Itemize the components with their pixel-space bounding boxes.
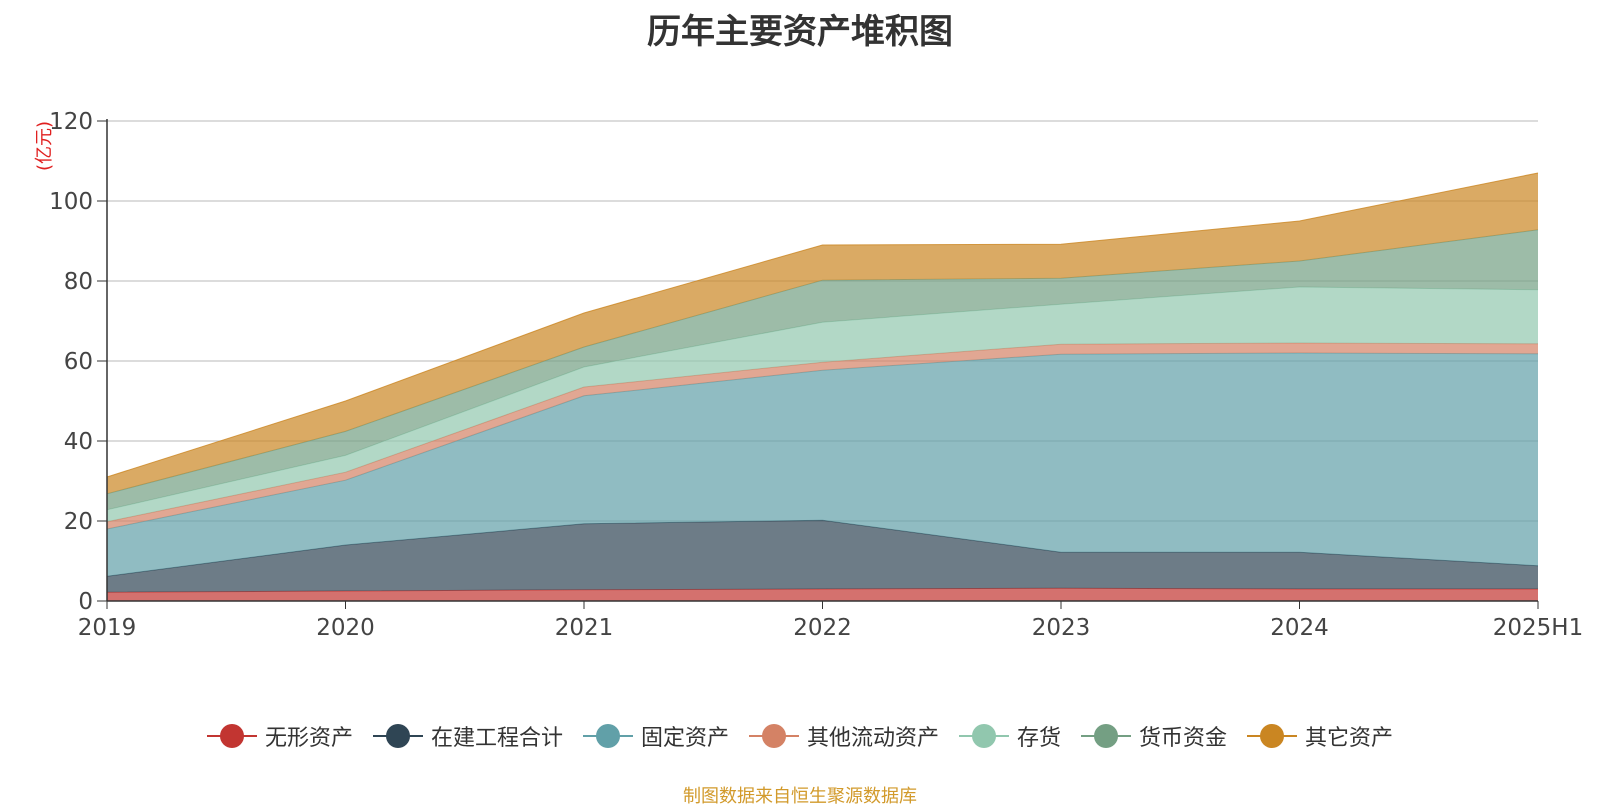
- y-tick-label: 40: [64, 429, 93, 455]
- legend-item[interactable]: 货币资金: [1081, 720, 1227, 752]
- legend-item[interactable]: 无形资产: [206, 720, 353, 752]
- legend-item[interactable]: 其他流动资产: [748, 720, 939, 752]
- y-axis-label: (亿元): [34, 121, 55, 171]
- legend-swatch: [582, 723, 633, 749]
- y-tick-label: 20: [64, 509, 93, 535]
- legend-swatch-dot: [1260, 724, 1285, 748]
- legend-swatch-dot: [761, 724, 786, 748]
- legend-swatch: [1081, 723, 1132, 749]
- area-在建工程合计: [107, 520, 1538, 593]
- area-其它资产: [107, 173, 1538, 494]
- line-其它资产: [106, 172, 1539, 478]
- legend-swatch: [206, 723, 257, 749]
- x-tick-label: 2023: [1032, 615, 1091, 641]
- x-tick-label: 2021: [555, 615, 614, 641]
- area-货币资金: [107, 229, 1538, 510]
- legend-item[interactable]: 存货: [959, 720, 1061, 752]
- y-tick-label: 80: [64, 269, 93, 295]
- x-tick-label: 2025H1: [1493, 615, 1583, 641]
- area-存货: [107, 287, 1538, 522]
- legend-item[interactable]: 固定资产: [582, 720, 729, 752]
- legend-swatch-dot: [595, 724, 620, 748]
- y-tick-label: 60: [64, 349, 93, 375]
- source-note: 制图数据来自恒生聚源数据库: [683, 786, 917, 807]
- area-固定资产: [107, 353, 1538, 577]
- y-tick-label: 0: [78, 589, 93, 615]
- legend-label: 无形资产: [264, 726, 353, 751]
- y-tick-label: 100: [49, 189, 93, 215]
- legend-label: 其他流动资产: [806, 726, 939, 751]
- x-tick-label: 2024: [1270, 615, 1329, 641]
- legend-swatch-dot: [1094, 724, 1119, 748]
- legend-label: 货币资金: [1139, 726, 1228, 751]
- chart-title: 历年主要资产堆积图: [647, 12, 953, 52]
- legend: 无形资产 在建工程合计 固定资产 其他流动资产 存货 货币资金 其它资产: [0, 720, 1600, 752]
- y-tick-label: 120: [49, 109, 93, 135]
- legend-item[interactable]: 其它资产: [1247, 720, 1393, 752]
- legend-label: 其它资产: [1305, 726, 1394, 751]
- x-tick-label: 2020: [316, 615, 375, 641]
- legend-item[interactable]: 在建工程合计: [372, 720, 563, 752]
- x-tick-label: 2019: [78, 615, 137, 641]
- legend-label: 存货: [1017, 726, 1062, 751]
- area-无形资产: [107, 588, 1538, 601]
- legend-swatch-dot: [972, 724, 996, 748]
- legend-label: 固定资产: [640, 726, 729, 751]
- legend-label: 在建工程合计: [430, 726, 563, 751]
- legend-swatch: [748, 723, 799, 749]
- legend-swatch: [959, 723, 1009, 749]
- legend-swatch: [1247, 723, 1298, 749]
- x-tick-label: 2022: [793, 615, 852, 641]
- legend-swatch: [372, 723, 423, 749]
- legend-swatch-dot: [219, 724, 244, 748]
- legend-swatch-dot: [385, 724, 410, 748]
